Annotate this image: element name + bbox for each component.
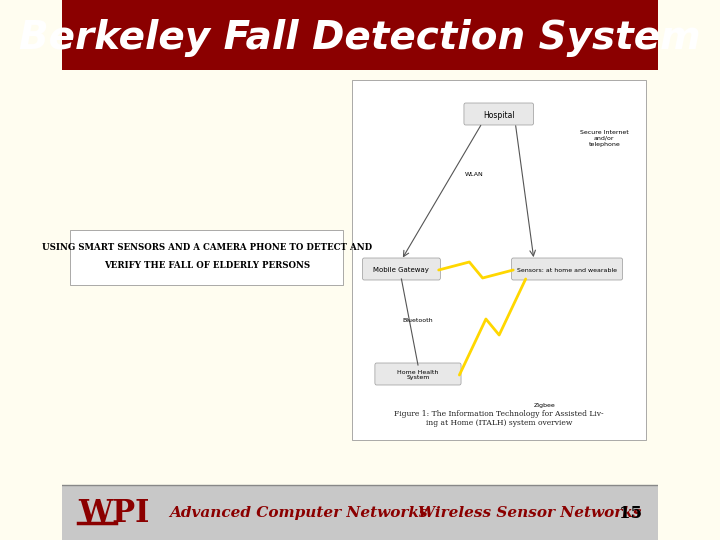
Bar: [62, 0, 658, 70]
Bar: [351, 80, 646, 440]
FancyBboxPatch shape: [70, 230, 343, 285]
Text: Zigbee: Zigbee: [534, 402, 556, 408]
Bar: [62, 485, 658, 540]
Bar: [62, 70, 658, 485]
Text: Wireless Sensor Networks: Wireless Sensor Networks: [418, 506, 642, 520]
Text: 15: 15: [618, 504, 642, 522]
FancyBboxPatch shape: [362, 258, 441, 280]
Text: USING SMART SENSORS AND A CAMERA PHONE TO DETECT AND: USING SMART SENSORS AND A CAMERA PHONE T…: [42, 244, 372, 253]
Text: Home Health
System: Home Health System: [397, 369, 438, 380]
FancyBboxPatch shape: [375, 363, 461, 385]
Text: Bluetooth: Bluetooth: [402, 318, 433, 322]
Text: WPI: WPI: [78, 497, 150, 529]
FancyBboxPatch shape: [512, 258, 623, 280]
Text: WLAN: WLAN: [464, 172, 483, 178]
FancyBboxPatch shape: [464, 103, 534, 125]
Text: Hospital: Hospital: [483, 111, 515, 119]
Text: Secure Internet
and/or
telephone: Secure Internet and/or telephone: [580, 130, 629, 146]
Text: Berkeley Fall Detection System: Berkeley Fall Detection System: [19, 19, 701, 57]
Text: Advanced Computer Networks: Advanced Computer Networks: [169, 506, 428, 520]
Text: VERIFY THE FALL OF ELDERLY PERSONS: VERIFY THE FALL OF ELDERLY PERSONS: [104, 261, 310, 271]
Text: Sensors: at home and wearable: Sensors: at home and wearable: [517, 267, 617, 273]
Text: Mobile Gateway: Mobile Gateway: [374, 267, 429, 273]
Text: Figure 1: The Information Technology for Assisted Liv-
ing at Home (ITALH) syste: Figure 1: The Information Technology for…: [394, 410, 603, 427]
